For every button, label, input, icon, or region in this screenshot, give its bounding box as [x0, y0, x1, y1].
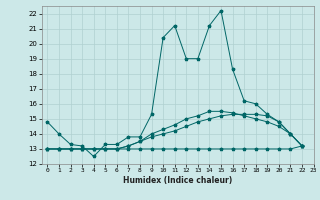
X-axis label: Humidex (Indice chaleur): Humidex (Indice chaleur) [123, 176, 232, 185]
